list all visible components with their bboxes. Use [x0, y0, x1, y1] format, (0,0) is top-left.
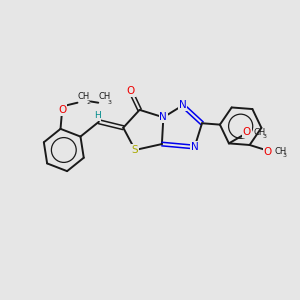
- Text: N: N: [179, 100, 187, 110]
- Text: S: S: [132, 145, 139, 155]
- Text: N: N: [160, 112, 167, 122]
- Text: CH: CH: [77, 92, 90, 101]
- Text: CH: CH: [253, 128, 266, 137]
- Text: CH: CH: [274, 147, 286, 156]
- Text: 3: 3: [283, 153, 287, 158]
- Text: H: H: [94, 111, 101, 120]
- Text: N: N: [191, 142, 199, 152]
- Text: O: O: [243, 128, 251, 137]
- Text: 2: 2: [86, 100, 90, 105]
- Text: 3: 3: [107, 100, 111, 105]
- Text: 3: 3: [262, 134, 266, 139]
- Text: O: O: [263, 146, 272, 157]
- Text: O: O: [127, 86, 135, 96]
- Text: CH: CH: [98, 92, 110, 101]
- Text: O: O: [58, 105, 66, 115]
